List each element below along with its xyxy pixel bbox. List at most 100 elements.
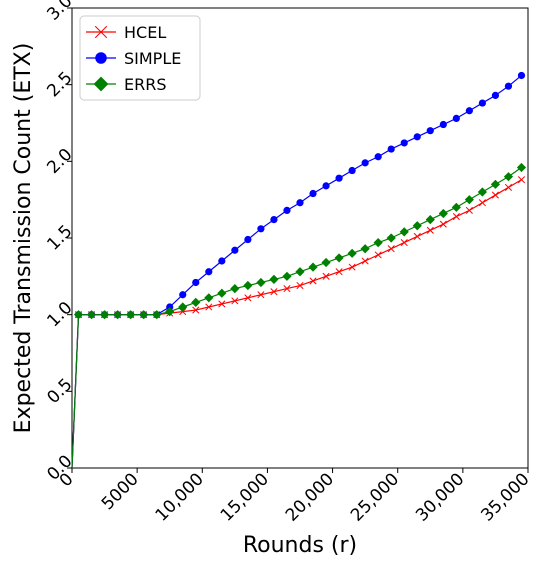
data-point	[348, 263, 356, 271]
data-point	[517, 71, 526, 80]
data-point	[270, 216, 278, 224]
data-point	[218, 300, 226, 308]
x-tick-label: 25,000	[347, 469, 403, 525]
data-point	[464, 195, 474, 205]
series-layer	[71, 71, 527, 469]
data-point	[322, 272, 330, 280]
x-tick-label: 10,000	[152, 469, 208, 525]
x-tick-label: 20,000	[282, 469, 338, 525]
data-point	[438, 208, 448, 219]
data-point	[152, 310, 162, 320]
data-point	[426, 226, 434, 234]
legend-item-errs: ERRS	[86, 75, 167, 94]
data-point	[321, 257, 331, 268]
data-point	[256, 277, 266, 288]
data-point	[452, 114, 460, 122]
data-point	[282, 271, 292, 281]
data-point	[205, 268, 213, 276]
data-point	[178, 302, 188, 312]
data-point	[335, 174, 343, 182]
legend-item-hcel: HCEL	[86, 23, 166, 42]
data-point	[465, 206, 473, 214]
legend-label: SIMPLE	[124, 49, 181, 68]
data-point	[270, 288, 278, 296]
data-point	[412, 221, 422, 231]
data-point	[374, 153, 382, 161]
data-point	[439, 120, 447, 129]
data-point	[99, 310, 110, 320]
data-point	[400, 139, 408, 147]
data-point	[309, 277, 317, 285]
data-point	[360, 244, 370, 254]
x-axis-title: Rounds (r)	[243, 533, 357, 558]
data-point	[73, 310, 84, 320]
data-point	[374, 251, 382, 259]
legend-label: HCEL	[124, 23, 166, 42]
data-point	[231, 246, 239, 254]
data-point	[439, 220, 447, 228]
data-point	[295, 267, 305, 277]
data-point	[322, 182, 330, 190]
legend-marker	[95, 52, 107, 64]
data-point	[269, 274, 279, 284]
data-point	[192, 306, 200, 314]
data-point	[283, 206, 291, 214]
legend-marker	[93, 76, 109, 92]
data-point	[478, 99, 486, 107]
data-point	[257, 291, 265, 299]
data-point	[477, 187, 487, 197]
data-point	[478, 199, 486, 207]
data-point	[205, 303, 213, 311]
data-point	[192, 278, 200, 287]
data-point	[413, 133, 421, 141]
data-point	[334, 253, 344, 263]
data-point	[426, 127, 434, 135]
data-point	[413, 232, 421, 241]
data-point	[308, 262, 318, 272]
data-point	[335, 268, 343, 276]
data-point	[503, 172, 514, 182]
data-point	[244, 294, 252, 302]
data-point	[86, 310, 97, 320]
data-point	[296, 281, 304, 290]
data-point	[126, 310, 136, 320]
data-point	[348, 166, 356, 175]
data-point	[217, 288, 227, 298]
data-point	[399, 227, 409, 237]
data-point	[243, 280, 253, 291]
data-point	[113, 310, 123, 320]
series-hcel	[71, 176, 526, 469]
legend-label: ERRS	[124, 75, 167, 94]
data-point	[296, 199, 304, 207]
data-point	[244, 235, 252, 244]
data-point	[283, 285, 291, 293]
y-axis-title: Expected Transmission Count (ETX)	[11, 43, 36, 434]
data-point	[373, 238, 383, 248]
data-point	[191, 297, 201, 307]
data-point	[139, 310, 149, 320]
data-point	[347, 248, 357, 258]
legend-item-simple: SIMPLE	[86, 49, 181, 68]
data-point	[465, 107, 473, 115]
legend-items: HCEL SIMPLE ERRS	[86, 23, 181, 94]
data-point	[491, 191, 499, 199]
data-point	[230, 284, 240, 294]
legend-marker	[94, 25, 108, 39]
data-point	[425, 215, 435, 225]
x-tick-label: 35,000	[477, 469, 533, 525]
x-tick-label: 15,000	[217, 469, 273, 525]
data-point	[452, 212, 460, 221]
legend: HCEL SIMPLE ERRS	[79, 15, 201, 101]
data-point	[257, 225, 265, 233]
data-point	[504, 183, 513, 191]
data-point	[204, 293, 214, 303]
x-tick-label: 5000	[98, 469, 143, 514]
data-point	[179, 291, 187, 299]
data-point	[491, 91, 500, 99]
series-errs	[71, 162, 527, 469]
x-tick-label: 30,000	[412, 469, 468, 525]
data-point	[231, 297, 239, 305]
data-point	[504, 82, 513, 90]
data-point	[218, 257, 226, 265]
